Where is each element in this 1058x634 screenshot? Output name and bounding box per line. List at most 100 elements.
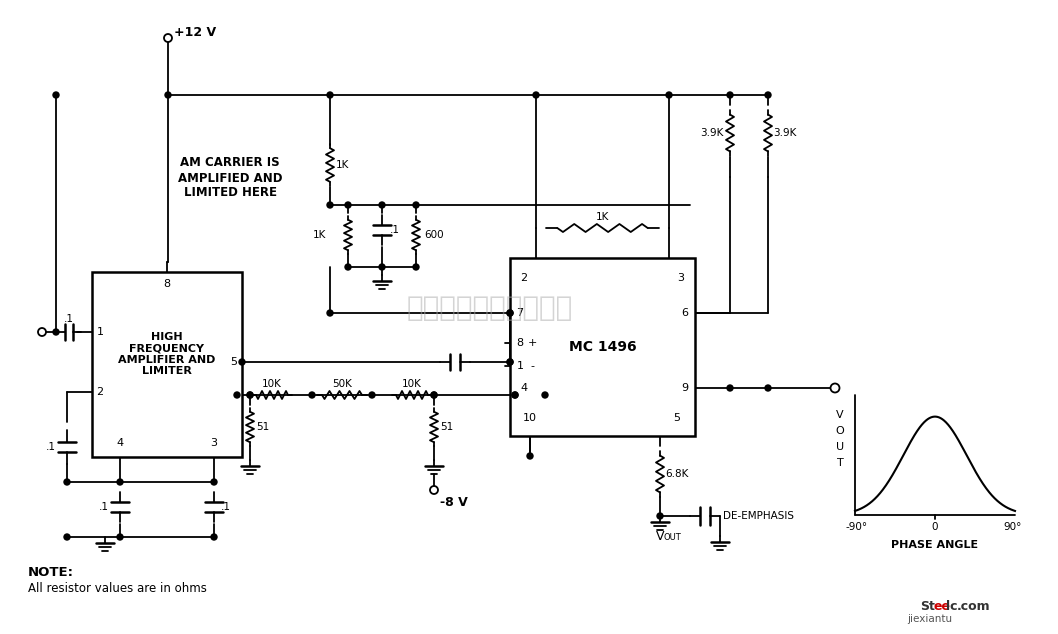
Text: 4: 4 [521,383,528,393]
Circle shape [38,328,45,336]
Circle shape [247,392,253,398]
Text: U: U [836,442,844,452]
Circle shape [413,264,419,270]
Text: 5: 5 [674,413,680,423]
Text: MC 1496: MC 1496 [569,340,636,354]
Circle shape [63,479,70,485]
Text: HIGH
FREQUENCY
AMPLIFIER AND
LIMITER: HIGH FREQUENCY AMPLIFIER AND LIMITER [118,332,216,377]
Text: 3: 3 [677,273,685,283]
Circle shape [507,359,513,365]
Circle shape [369,392,375,398]
Text: 8: 8 [516,338,524,348]
Circle shape [533,92,539,98]
Text: AM CARRIER IS
AMPLIFIED AND
LIMITED HERE: AM CARRIER IS AMPLIFIED AND LIMITED HERE [178,157,282,200]
Text: .1: .1 [63,314,74,324]
Circle shape [165,92,171,98]
Circle shape [309,392,315,398]
Text: 2: 2 [96,387,104,397]
Bar [510,258,695,436]
Text: 8: 8 [163,279,170,289]
Circle shape [247,392,253,398]
Text: 51: 51 [256,422,269,432]
Circle shape [512,392,518,398]
Text: .com: .com [957,600,990,614]
Text: 0: 0 [932,522,938,532]
Text: .1: .1 [390,225,400,235]
Circle shape [327,310,333,316]
Text: O: O [836,426,844,436]
Circle shape [379,264,385,270]
Circle shape [239,359,245,365]
Text: DE-EMPHASIS: DE-EMPHASIS [723,511,794,521]
Text: +: + [527,338,536,348]
Circle shape [164,34,172,42]
Text: .1: .1 [99,502,109,512]
Text: V: V [656,529,664,543]
Text: 3.9K: 3.9K [700,128,724,138]
Circle shape [542,392,548,398]
Circle shape [512,392,518,398]
Circle shape [431,392,437,398]
Text: 6.8K: 6.8K [665,469,689,479]
Circle shape [53,92,59,98]
Text: 6: 6 [681,308,689,318]
Circle shape [117,534,123,540]
Circle shape [765,92,771,98]
Circle shape [117,479,123,485]
Text: 10K: 10K [262,379,281,389]
Text: OUT: OUT [664,533,681,541]
Text: ee: ee [933,600,950,614]
Text: .1: .1 [221,502,231,512]
Circle shape [507,359,513,365]
Text: 1K: 1K [596,212,609,222]
Circle shape [345,264,351,270]
Circle shape [657,513,663,519]
Circle shape [765,385,771,391]
Text: T: T [837,458,843,468]
Text: 2: 2 [521,273,528,283]
Text: lc: lc [946,600,957,614]
Text: 1: 1 [96,327,104,337]
Text: 10: 10 [523,413,537,423]
Text: 600: 600 [424,230,443,240]
Circle shape [430,486,438,494]
Text: 1: 1 [516,361,524,371]
Text: 51: 51 [440,422,453,432]
Text: +12 V: +12 V [174,27,216,39]
Circle shape [831,384,839,392]
Circle shape [234,392,240,398]
Text: 5: 5 [231,357,237,367]
Circle shape [53,329,59,335]
Text: PHASE ANGLE: PHASE ANGLE [892,540,979,550]
Circle shape [327,92,333,98]
Text: 杭州将睹科技有限公司: 杭州将睹科技有限公司 [407,294,573,322]
Circle shape [413,202,419,208]
Circle shape [211,534,217,540]
Circle shape [727,385,733,391]
Circle shape [211,479,217,485]
Text: V: V [836,410,844,420]
Text: 3: 3 [211,438,218,448]
Text: 4: 4 [116,438,124,448]
Text: -: - [530,361,534,371]
Text: 1K: 1K [312,230,326,240]
Text: 90°: 90° [1004,522,1022,532]
Text: -8 V: -8 V [440,496,468,508]
Circle shape [431,392,437,398]
Circle shape [327,202,333,208]
Circle shape [379,202,385,208]
Circle shape [63,534,70,540]
Text: 3.9K: 3.9K [773,128,797,138]
Circle shape [527,453,533,459]
Text: NOTE:: NOTE: [28,567,74,579]
Text: All resistor values are in ohms: All resistor values are in ohms [28,581,207,595]
Text: 1K: 1K [336,160,349,170]
Circle shape [665,92,672,98]
Circle shape [507,310,513,316]
Text: 9: 9 [681,383,689,393]
Text: jiexiantu: jiexiantu [908,614,952,624]
Text: -90°: -90° [846,522,868,532]
Text: .1: .1 [45,442,56,452]
Text: St: St [920,600,935,614]
Bar [92,272,242,457]
